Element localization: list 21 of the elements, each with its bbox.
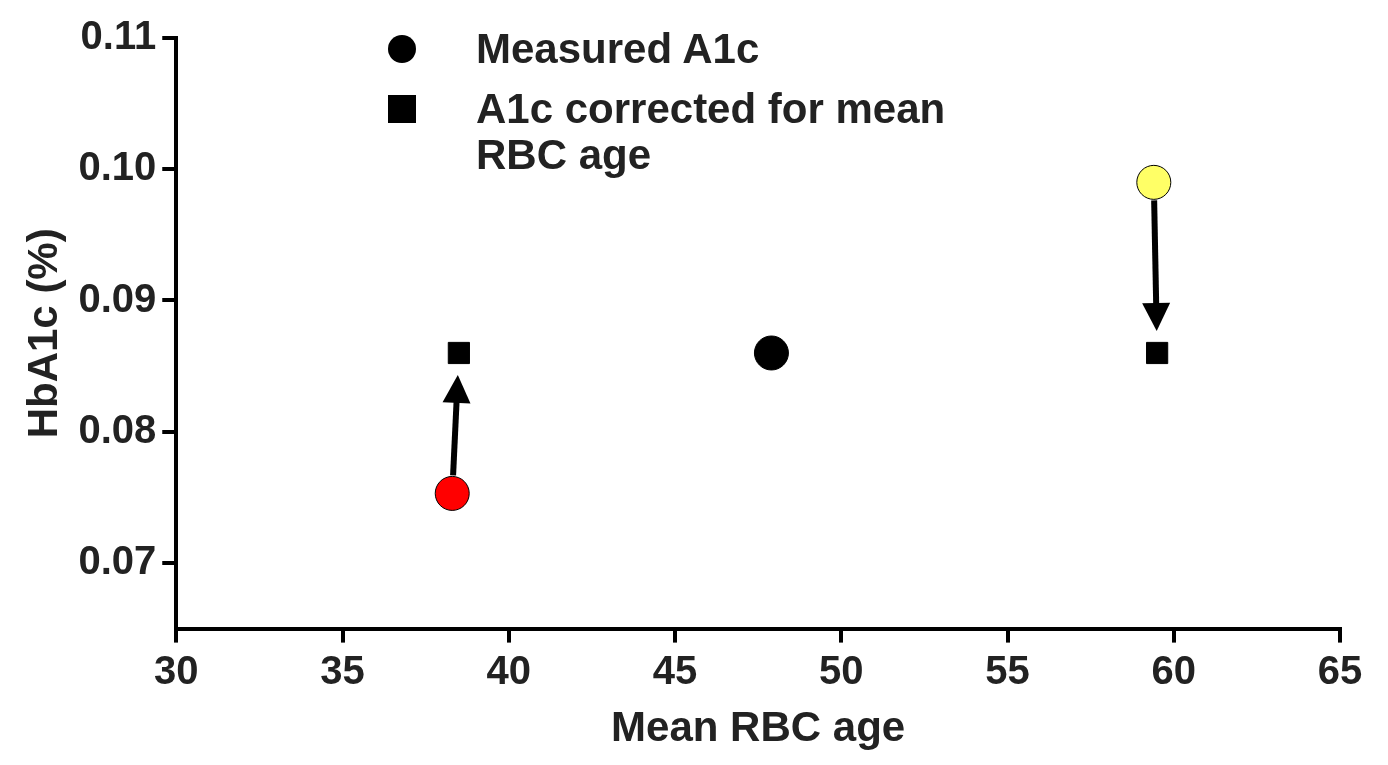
x-tick-label: 35 — [320, 647, 365, 692]
legend-label: A1c corrected for mean RBC age — [476, 85, 947, 178]
x-tick-label: 65 — [1317, 647, 1363, 692]
x-tick-label: 40 — [486, 647, 531, 692]
x-tick-label: 50 — [819, 647, 864, 692]
point — [1146, 341, 1169, 365]
legend-label: Measured A1c — [476, 25, 760, 72]
point — [434, 475, 470, 511]
x-tick-label: 30 — [154, 647, 199, 692]
y-axis-title: HbA1c (%) — [18, 228, 66, 439]
y-tick-label: 0.07 — [78, 538, 157, 583]
point — [1136, 164, 1172, 200]
y-tick-label: 0.08 — [78, 406, 157, 451]
x-axis-title: Mean RBC age — [611, 703, 906, 751]
y-tick-label: 0.11 — [80, 13, 157, 58]
point — [447, 341, 470, 365]
y-tick-label: 0.09 — [78, 275, 157, 320]
x-tick-label: 45 — [652, 647, 698, 692]
x-tick-label: 55 — [985, 647, 1030, 692]
x-tick-label: 60 — [1151, 647, 1196, 692]
y-tick-label: 0.10 — [78, 144, 157, 189]
